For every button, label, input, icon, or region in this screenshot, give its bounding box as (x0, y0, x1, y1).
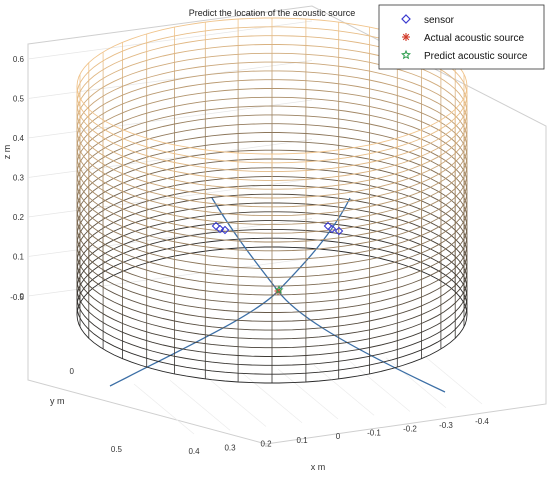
x-tick-label: -0.1 (367, 428, 381, 437)
x-tick-label: 0.1 (296, 436, 308, 445)
x-tick-label: 0 (336, 432, 341, 441)
sensor-marker (323, 221, 333, 231)
x-tick-label: -0.3 (439, 421, 453, 430)
sensor-marker (327, 224, 337, 234)
y-tick-label: -0.5 (10, 293, 24, 302)
x-tick-label: -0.2 (403, 425, 417, 434)
z-tick-label: 0 (20, 292, 25, 301)
sensor-marker (334, 226, 344, 236)
z-tick-label: 0.5 (13, 95, 25, 104)
cylinder-front-wall (76, 85, 468, 384)
y-axis-label: y m (50, 396, 65, 406)
hyperbola-curve-2 (109, 197, 351, 387)
x-tick-label: 0.2 (260, 440, 272, 449)
z-axis-label: z m (2, 145, 12, 160)
sensor-marker (220, 225, 230, 235)
z-tick-label: 0.1 (13, 253, 25, 262)
legend-asterisk-marker (402, 33, 410, 41)
legend-entry: Actual acoustic source (402, 33, 524, 44)
x-axis-label: x m (311, 462, 326, 472)
legend-entry: sensor (401, 14, 455, 26)
legend-entry: Predict acoustic source (401, 49, 528, 62)
chart-title: Predict the location of the acoustic sou… (189, 8, 356, 18)
chart-markers (211, 221, 344, 295)
z-tick-label: 0.2 (13, 213, 25, 222)
z-tick-label: 0.6 (13, 55, 25, 64)
legend-label: Actual acoustic source (424, 33, 524, 44)
z-tick-label: 0.3 (13, 174, 25, 183)
legend-diamond-marker (401, 14, 411, 24)
legend-label: Predict acoustic source (424, 51, 528, 62)
legend-star-marker (401, 49, 411, 60)
predicted-source-marker (274, 285, 284, 294)
legend: sensor Actual acoustic source Predict acou… (378, 4, 545, 70)
y-tick-label: 0.5 (111, 445, 123, 454)
legend-label: sensor (424, 15, 455, 26)
z-tick-label: 0.4 (13, 134, 25, 143)
sensor-marker (211, 221, 221, 231)
y-tick-label: 0 (70, 367, 75, 376)
tick-labels: 00.10.20.30.40.50.60.50-0.50.4 0.3 0.2 0.1 0… (10, 55, 489, 456)
sensor-marker (215, 224, 225, 234)
x-tick-label: 0.3 (224, 443, 236, 452)
x-tick-label: -0.4 (475, 417, 489, 426)
x-tick-label: 0.4 (188, 447, 200, 456)
